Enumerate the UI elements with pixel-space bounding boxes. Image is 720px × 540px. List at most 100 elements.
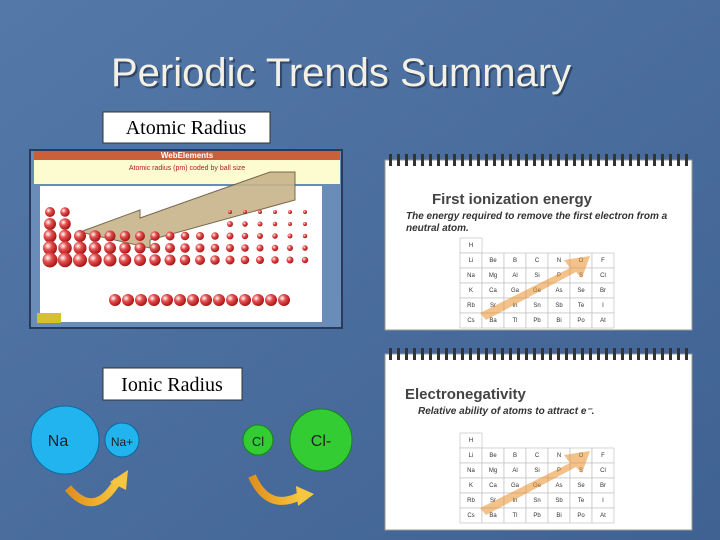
element-symbol: Po: [577, 318, 585, 324]
element-symbol: B: [513, 258, 517, 264]
atom-ball: [242, 221, 248, 227]
atom-ball: [43, 229, 57, 243]
ionization-card: First ionization energy The energy requi…: [384, 154, 693, 331]
binding-ring: [429, 154, 432, 166]
atom-ball: [118, 253, 132, 267]
atom-ball: [302, 233, 308, 239]
atom-ball: [89, 230, 101, 242]
element-symbol: As: [555, 483, 562, 489]
atom-ball: [164, 254, 176, 266]
element-symbol: B: [513, 453, 517, 459]
atom-ball: [134, 242, 146, 254]
element-symbol: At: [600, 318, 606, 324]
atom-ball: [213, 294, 225, 306]
binding-ring: [477, 348, 480, 360]
element-symbol: Ga: [511, 483, 520, 489]
element-symbol: Li: [469, 453, 474, 459]
element-symbol: H: [469, 438, 473, 444]
binding-ring: [405, 348, 408, 360]
binding-ring: [501, 154, 504, 166]
atom-ball: [272, 221, 278, 227]
element-symbol: Na: [467, 468, 475, 474]
atom-ball: [149, 254, 161, 266]
atom-ball: [180, 243, 190, 253]
binding-ring: [533, 154, 536, 166]
binding-ring: [525, 154, 528, 166]
atom-ball: [195, 243, 205, 253]
binding-ring: [629, 348, 632, 360]
binding-ring: [589, 154, 592, 166]
element-symbol: In: [512, 303, 517, 309]
binding-ring: [661, 154, 664, 166]
atom-ball: [302, 245, 308, 251]
binding-ring: [629, 154, 632, 166]
atom-ball: [59, 218, 71, 230]
element-symbol: F: [601, 453, 605, 459]
element-symbol: H: [469, 243, 473, 249]
element-symbol: N: [557, 453, 561, 459]
binding-ring: [613, 154, 616, 166]
atom-ball: [227, 221, 233, 227]
atom-ball: [228, 210, 232, 214]
atom-ball: [303, 222, 307, 226]
atom-ball: [187, 294, 199, 306]
atom-ball: [256, 244, 264, 252]
binding-ring: [437, 154, 440, 166]
binding-ring: [493, 154, 496, 166]
binding-ring: [677, 154, 680, 166]
binding-ring: [477, 154, 480, 166]
binding-ring: [445, 348, 448, 360]
element-symbol: Cs: [467, 513, 474, 519]
trend-arrow: [480, 451, 590, 515]
element-symbol: Mg: [489, 273, 497, 279]
atom-ball: [226, 232, 234, 240]
binding-ring: [573, 154, 576, 166]
binding-ring: [621, 348, 624, 360]
atom-ball: [287, 245, 293, 251]
element-symbol: Li: [469, 258, 474, 264]
atom-ball: [88, 253, 102, 267]
binding-ring: [557, 348, 560, 360]
atom-ball: [180, 231, 190, 241]
atom-ball: [195, 255, 205, 265]
atom-ball: [241, 232, 249, 240]
binding-ring: [413, 154, 416, 166]
element-symbol: Ba: [489, 318, 497, 324]
element-symbol: Al: [512, 273, 517, 279]
element-symbol: Tl: [513, 513, 518, 519]
image-caption: Atomic radius (pm) coded by ball size: [129, 165, 245, 172]
element-symbol: Te: [578, 303, 585, 309]
binding-ring: [557, 154, 560, 166]
atomic-radius-label: Atomic Radius: [126, 117, 247, 139]
binding-ring: [645, 348, 648, 360]
binding-ring: [469, 154, 472, 166]
atom-ball: [104, 242, 116, 254]
binding-ring: [413, 348, 416, 360]
atom-ball: [271, 256, 279, 264]
table-cell: [591, 507, 615, 524]
electronegativity-card: Electronegativity Relative ability of at…: [384, 348, 693, 531]
slide-title: Periodic Trends Summary: [111, 51, 571, 95]
element-symbol: Rb: [467, 303, 475, 309]
card-description: The energy required to remove the first …: [406, 211, 667, 234]
atom-ball: [73, 241, 87, 255]
atom-ball: [226, 244, 234, 252]
element-symbol: F: [601, 258, 605, 264]
atom-ball: [134, 254, 146, 266]
trend-arrow: [480, 256, 590, 320]
ion-label: Na+: [111, 435, 133, 449]
atom-ball: [288, 222, 292, 226]
element-symbol: Br: [600, 288, 606, 294]
element-symbol: Be: [489, 258, 497, 264]
binding-ring: [661, 348, 664, 360]
element-symbol: In: [512, 498, 517, 504]
element-symbol: Sb: [555, 498, 563, 504]
element-symbol: Si: [534, 273, 539, 279]
binding-ring: [549, 348, 552, 360]
atom-ball: [88, 241, 102, 255]
atom-ball: [149, 242, 161, 254]
atomic-radius-image: WebElements Atomic radius (pm) coded by …: [29, 149, 343, 329]
atom-ball: [210, 243, 220, 253]
element-symbol: Cl: [600, 468, 606, 474]
atom-ball: [287, 233, 293, 239]
